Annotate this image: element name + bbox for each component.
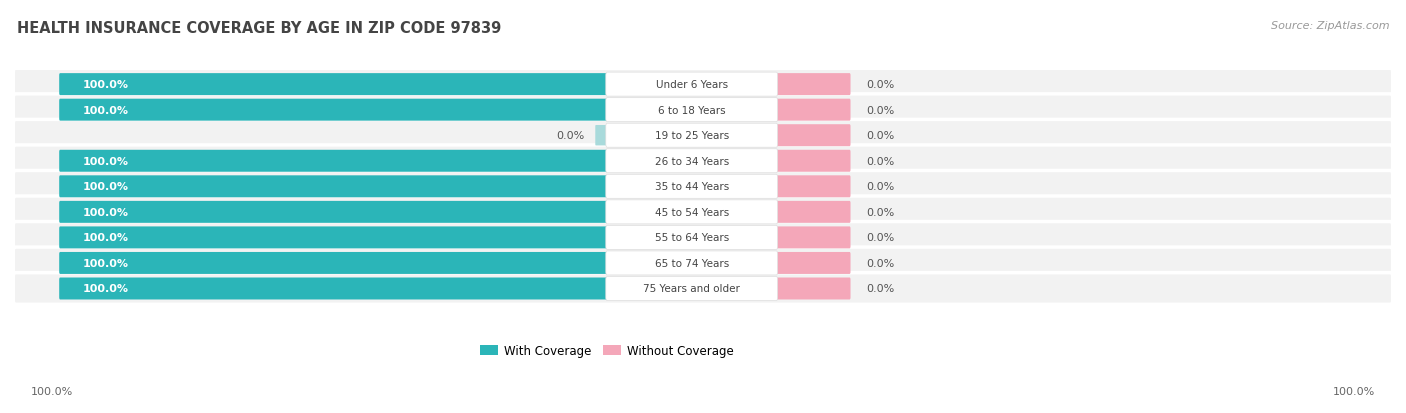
FancyBboxPatch shape [13, 69, 1393, 101]
FancyBboxPatch shape [606, 226, 778, 250]
FancyBboxPatch shape [59, 278, 648, 300]
Text: 0.0%: 0.0% [866, 182, 894, 192]
Text: 100.0%: 100.0% [83, 207, 129, 217]
FancyBboxPatch shape [13, 222, 1393, 254]
FancyBboxPatch shape [606, 98, 778, 122]
Text: 0.0%: 0.0% [866, 258, 894, 268]
FancyBboxPatch shape [59, 176, 648, 198]
Text: Source: ZipAtlas.com: Source: ZipAtlas.com [1271, 21, 1389, 31]
Text: 0.0%: 0.0% [557, 131, 585, 141]
FancyBboxPatch shape [776, 125, 851, 147]
FancyBboxPatch shape [59, 74, 648, 96]
FancyBboxPatch shape [13, 247, 1393, 279]
Text: 100.0%: 100.0% [83, 258, 129, 268]
FancyBboxPatch shape [606, 150, 778, 173]
Text: 55 to 64 Years: 55 to 64 Years [655, 233, 728, 243]
FancyBboxPatch shape [59, 202, 648, 223]
Text: 100.0%: 100.0% [83, 182, 129, 192]
Text: 35 to 44 Years: 35 to 44 Years [655, 182, 728, 192]
Text: 100.0%: 100.0% [1333, 387, 1375, 396]
FancyBboxPatch shape [776, 176, 851, 198]
FancyBboxPatch shape [776, 227, 851, 249]
FancyBboxPatch shape [776, 74, 851, 96]
FancyBboxPatch shape [13, 95, 1393, 126]
Text: 0.0%: 0.0% [866, 131, 894, 141]
Text: 100.0%: 100.0% [83, 284, 129, 294]
FancyBboxPatch shape [606, 277, 778, 301]
FancyBboxPatch shape [13, 145, 1393, 177]
Text: 0.0%: 0.0% [866, 207, 894, 217]
FancyBboxPatch shape [776, 278, 851, 300]
Text: 100.0%: 100.0% [83, 233, 129, 243]
FancyBboxPatch shape [59, 252, 648, 274]
Text: 0.0%: 0.0% [866, 105, 894, 115]
Text: 19 to 25 Years: 19 to 25 Years [655, 131, 728, 141]
Text: 100.0%: 100.0% [83, 105, 129, 115]
FancyBboxPatch shape [595, 126, 647, 146]
FancyBboxPatch shape [59, 150, 648, 172]
FancyBboxPatch shape [606, 175, 778, 199]
Text: 6 to 18 Years: 6 to 18 Years [658, 105, 725, 115]
Text: Under 6 Years: Under 6 Years [655, 80, 728, 90]
Text: 0.0%: 0.0% [866, 80, 894, 90]
Text: 100.0%: 100.0% [83, 157, 129, 166]
Text: 75 Years and older: 75 Years and older [644, 284, 740, 294]
FancyBboxPatch shape [776, 150, 851, 172]
FancyBboxPatch shape [13, 197, 1393, 228]
Text: 100.0%: 100.0% [31, 387, 73, 396]
FancyBboxPatch shape [606, 124, 778, 148]
Text: 26 to 34 Years: 26 to 34 Years [655, 157, 728, 166]
FancyBboxPatch shape [606, 252, 778, 275]
FancyBboxPatch shape [13, 273, 1393, 305]
FancyBboxPatch shape [776, 100, 851, 121]
Legend: With Coverage, Without Coverage: With Coverage, Without Coverage [479, 344, 734, 357]
Text: 100.0%: 100.0% [83, 80, 129, 90]
Text: HEALTH INSURANCE COVERAGE BY AGE IN ZIP CODE 97839: HEALTH INSURANCE COVERAGE BY AGE IN ZIP … [17, 21, 501, 36]
FancyBboxPatch shape [13, 171, 1393, 203]
Text: 0.0%: 0.0% [866, 157, 894, 166]
Text: 65 to 74 Years: 65 to 74 Years [655, 258, 728, 268]
FancyBboxPatch shape [776, 202, 851, 223]
Text: 45 to 54 Years: 45 to 54 Years [655, 207, 728, 217]
Text: 0.0%: 0.0% [866, 233, 894, 243]
FancyBboxPatch shape [776, 252, 851, 274]
FancyBboxPatch shape [13, 120, 1393, 152]
FancyBboxPatch shape [59, 227, 648, 249]
FancyBboxPatch shape [59, 100, 648, 121]
Text: 0.0%: 0.0% [866, 284, 894, 294]
FancyBboxPatch shape [606, 200, 778, 224]
FancyBboxPatch shape [606, 73, 778, 97]
